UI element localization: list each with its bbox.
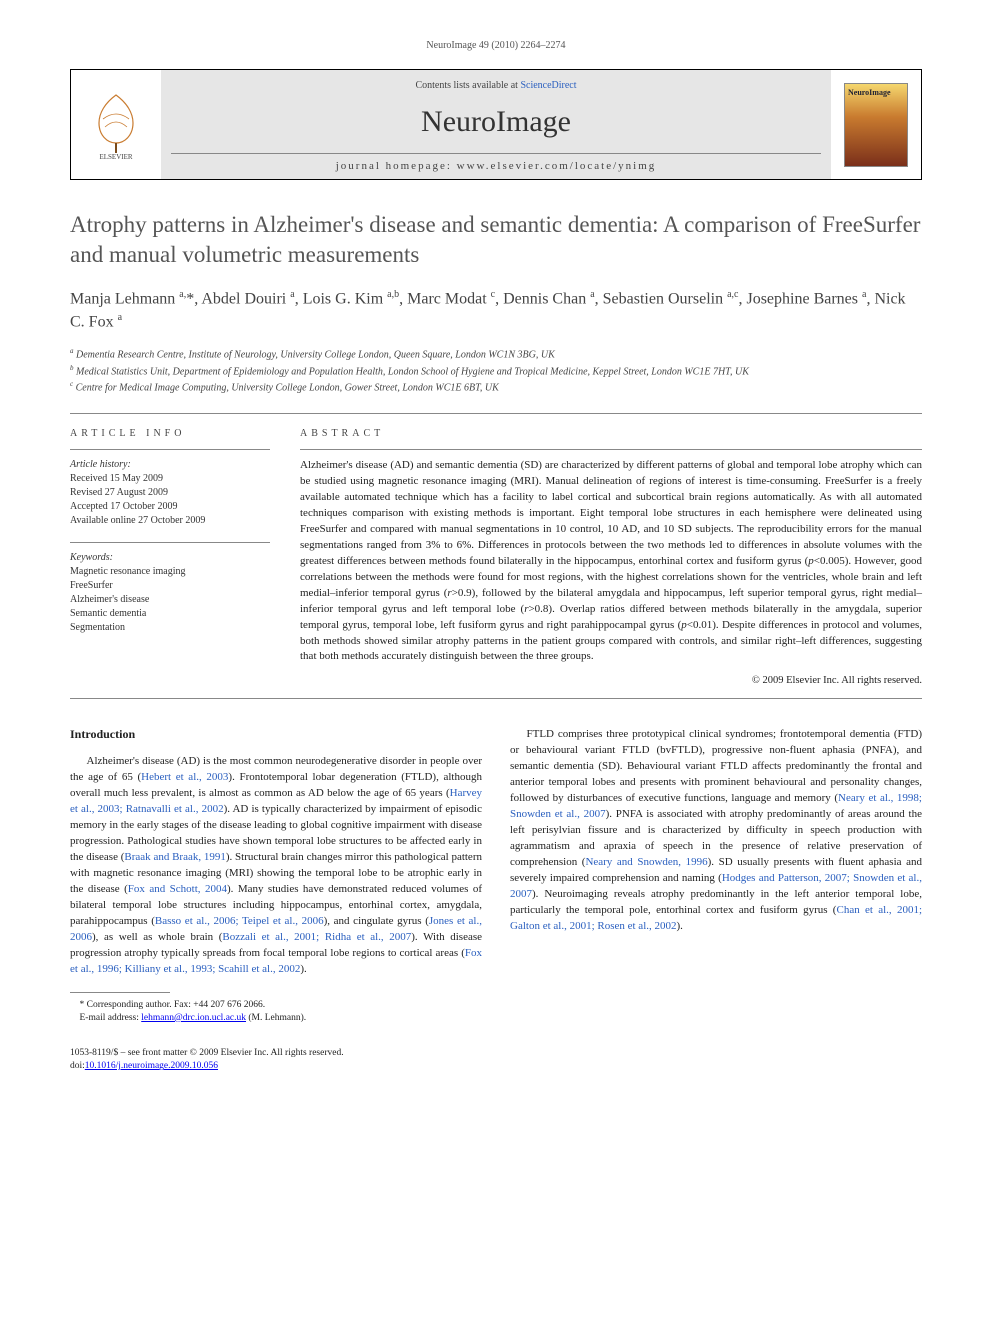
- email-label: E-mail address:: [80, 1013, 142, 1023]
- keywords: Keywords: Magnetic resonance imaging Fre…: [70, 551, 270, 635]
- corresponding-email: E-mail address: lehmann@drc.ion.ucl.ac.u…: [70, 1012, 482, 1025]
- abstract-heading: ABSTRACT: [300, 428, 922, 439]
- corresponding-author: * Corresponding author. Fax: +44 207 676…: [70, 999, 482, 1012]
- journal-homepage: journal homepage: www.elsevier.com/locat…: [336, 160, 657, 172]
- doi-link[interactable]: 10.1016/j.neuroimage.2009.10.056: [85, 1061, 218, 1071]
- sciencedirect-link[interactable]: ScienceDirect: [520, 80, 576, 91]
- keyword: Magnetic resonance imaging: [70, 565, 270, 579]
- body-paragraph: Alzheimer's disease (AD) is the most com…: [70, 754, 482, 977]
- affiliation-a: a Dementia Research Centre, Institute of…: [70, 347, 922, 362]
- keywords-label: Keywords:: [70, 551, 270, 565]
- homepage-url[interactable]: www.elsevier.com/locate/ynimg: [457, 160, 657, 172]
- divider: [70, 542, 270, 543]
- divider: [70, 413, 922, 414]
- history-revised: Revised 27 August 2009: [70, 486, 270, 500]
- journal-cover-thumbnail: NeuroImage: [844, 83, 908, 167]
- contents-prefix: Contents lists available at: [415, 80, 520, 91]
- keyword: Segmentation: [70, 621, 270, 635]
- body-paragraph: FTLD comprises three prototypical clinic…: [510, 727, 922, 934]
- affiliation-c: c Centre for Medical Image Computing, Un…: [70, 380, 922, 395]
- divider: [300, 449, 922, 450]
- doi-prefix: doi:: [70, 1061, 85, 1071]
- journal-name: NeuroImage: [171, 105, 821, 139]
- publisher-logo-box: ELSEVIER: [71, 70, 161, 179]
- email-link[interactable]: lehmann@drc.ion.ucl.ac.uk: [141, 1013, 246, 1023]
- cover-title: NeuroImage: [848, 88, 891, 97]
- article-info-heading: ARTICLE INFO: [70, 428, 270, 439]
- history-label: Article history:: [70, 458, 270, 472]
- footnote-separator: [70, 992, 170, 993]
- article-history: Article history: Received 15 May 2009 Re…: [70, 458, 270, 528]
- doi-line: doi:10.1016/j.neuroimage.2009.10.056: [70, 1060, 922, 1073]
- homepage-label: journal homepage:: [336, 160, 457, 172]
- abstract-copyright: © 2009 Elsevier Inc. All rights reserved…: [300, 675, 922, 686]
- history-received: Received 15 May 2009: [70, 472, 270, 486]
- article-title: Atrophy patterns in Alzheimer's disease …: [70, 210, 922, 270]
- journal-banner: ELSEVIER Contents lists available at Sci…: [70, 69, 922, 180]
- divider: [70, 698, 922, 699]
- email-suffix: (M. Lehmann).: [246, 1013, 306, 1023]
- history-online: Available online 27 October 2009: [70, 514, 270, 528]
- abstract-text: Alzheimer's disease (AD) and semantic de…: [300, 458, 922, 665]
- keyword: FreeSurfer: [70, 579, 270, 593]
- affiliations: a Dementia Research Centre, Institute of…: [70, 347, 922, 395]
- body-columns: Introduction Alzheimer's disease (AD) is…: [70, 727, 922, 1025]
- page-footer: 1053-8119/$ – see front matter © 2009 El…: [70, 1047, 922, 1074]
- divider: [70, 449, 270, 450]
- introduction-heading: Introduction: [70, 727, 482, 742]
- keyword: Alzheimer's disease: [70, 593, 270, 607]
- svg-text:ELSEVIER: ELSEVIER: [99, 153, 132, 161]
- history-accepted: Accepted 17 October 2009: [70, 500, 270, 514]
- author-list: Manja Lehmann a,*, Abdel Douiri a, Lois …: [70, 288, 922, 333]
- journal-cover-box: NeuroImage: [831, 70, 921, 179]
- front-matter-line: 1053-8119/$ – see front matter © 2009 El…: [70, 1047, 922, 1060]
- keyword: Semantic dementia: [70, 607, 270, 621]
- contents-list-line: Contents lists available at ScienceDirec…: [171, 80, 821, 91]
- running-head: NeuroImage 49 (2010) 2264–2274: [70, 40, 922, 51]
- elsevier-tree-icon: ELSEVIER: [85, 89, 147, 161]
- affiliation-b: b Medical Statistics Unit, Department of…: [70, 364, 922, 379]
